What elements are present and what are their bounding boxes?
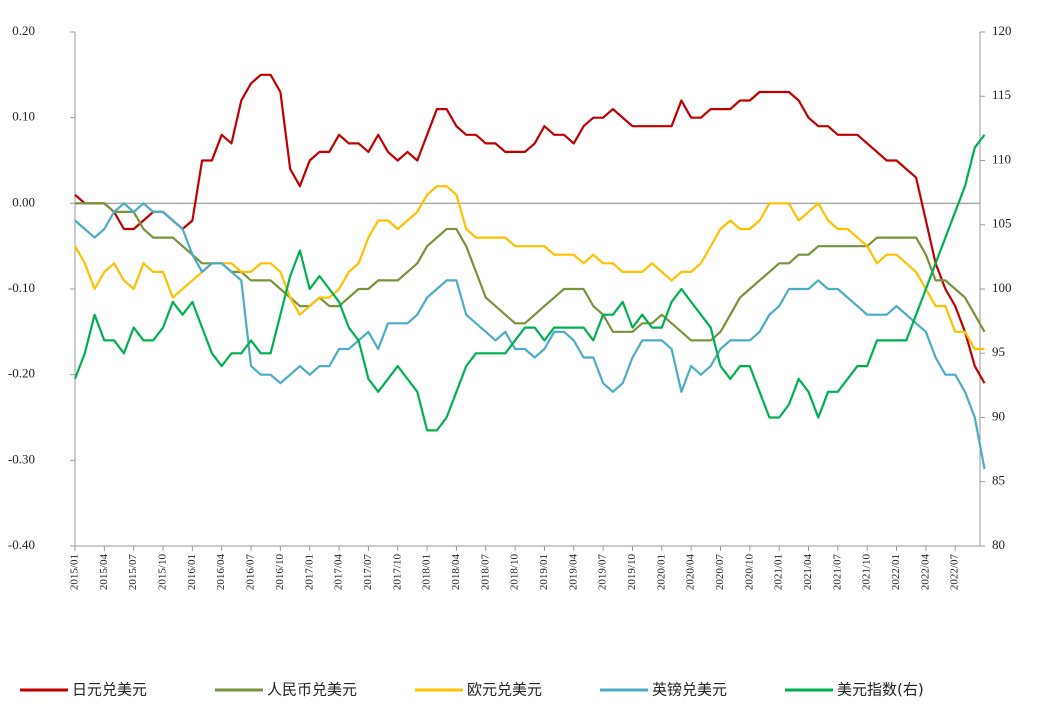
y-tick-label: -0.40 bbox=[8, 537, 35, 552]
x-tick-label: 2016/10 bbox=[274, 554, 286, 591]
x-tick-label: 2017/04 bbox=[333, 554, 345, 591]
legend-label: 英镑兑美元 bbox=[652, 681, 727, 699]
legend-label: 欧元兑美元 bbox=[467, 681, 542, 699]
y2-tick-label: 115 bbox=[992, 87, 1011, 102]
x-tick-label: 2015/10 bbox=[157, 554, 169, 591]
series-line bbox=[74, 73, 986, 384]
x-tick-label: 2019/01 bbox=[538, 554, 550, 590]
x-tick-label: 2017/07 bbox=[362, 554, 374, 591]
y-tick-label: -0.10 bbox=[8, 280, 35, 295]
legend-label: 美元指数(右) bbox=[837, 681, 924, 699]
x-tick-label: 2015/04 bbox=[98, 554, 110, 591]
x-tick-label: 2015/07 bbox=[127, 554, 139, 591]
x-tick-label: 2017/10 bbox=[391, 554, 403, 591]
y-tick-label: 0.00 bbox=[12, 194, 35, 209]
series-line bbox=[74, 202, 986, 470]
y2-tick-label: 120 bbox=[992, 23, 1012, 38]
x-tick-label: 2020/04 bbox=[685, 554, 697, 591]
x-tick-label: 2021/07 bbox=[831, 554, 843, 591]
x-tick-label: 2020/01 bbox=[655, 554, 667, 590]
x-tick-label: 2020/10 bbox=[743, 554, 755, 591]
x-tick-label: 2021/10 bbox=[861, 554, 873, 591]
y2-tick-label: 110 bbox=[992, 151, 1011, 166]
y-tick-label: 0.20 bbox=[12, 23, 35, 38]
x-tick-label: 2018/07 bbox=[479, 554, 491, 591]
x-tick-label: 2015/01 bbox=[69, 554, 81, 590]
x-tick-label: 2021/01 bbox=[773, 554, 785, 590]
x-tick-label: 2016/07 bbox=[245, 554, 257, 591]
y-tick-label: 0.10 bbox=[12, 109, 35, 124]
x-tick-label: 2017/01 bbox=[303, 554, 315, 590]
x-tick-label: 2019/10 bbox=[626, 554, 638, 591]
x-tick-label: 2016/04 bbox=[215, 554, 227, 591]
x-tick-label: 2018/10 bbox=[509, 554, 521, 591]
x-tick-label: 2019/04 bbox=[567, 554, 579, 591]
y-tick-label: -0.30 bbox=[8, 451, 35, 466]
y2-tick-label: 80 bbox=[992, 537, 1005, 552]
y2-tick-label: 95 bbox=[992, 344, 1005, 359]
y2-tick-label: 105 bbox=[992, 216, 1012, 231]
legend-label: 人民币兑美元 bbox=[267, 681, 357, 699]
x-tick-label: 2022/01 bbox=[890, 554, 902, 590]
y2-tick-label: 90 bbox=[992, 408, 1005, 423]
series-line bbox=[73, 134, 986, 432]
y2-tick-label: 85 bbox=[992, 473, 1005, 488]
x-tick-label: 2021/04 bbox=[802, 554, 814, 591]
x-tick-label: 2022/04 bbox=[919, 554, 931, 591]
y2-tick-label: 100 bbox=[992, 280, 1012, 295]
x-tick-label: 2016/01 bbox=[186, 554, 198, 590]
x-tick-label: 2018/04 bbox=[450, 554, 462, 591]
series-line bbox=[75, 202, 986, 342]
legend-label: 日元兑美元 bbox=[72, 681, 147, 699]
y-tick-label: -0.20 bbox=[8, 366, 35, 381]
x-tick-label: 2020/07 bbox=[714, 554, 726, 591]
x-tick-label: 2018/01 bbox=[421, 554, 433, 590]
x-tick-label: 2022/07 bbox=[949, 554, 961, 591]
x-tick-label: 2019/07 bbox=[597, 554, 609, 591]
series-line bbox=[74, 185, 985, 351]
